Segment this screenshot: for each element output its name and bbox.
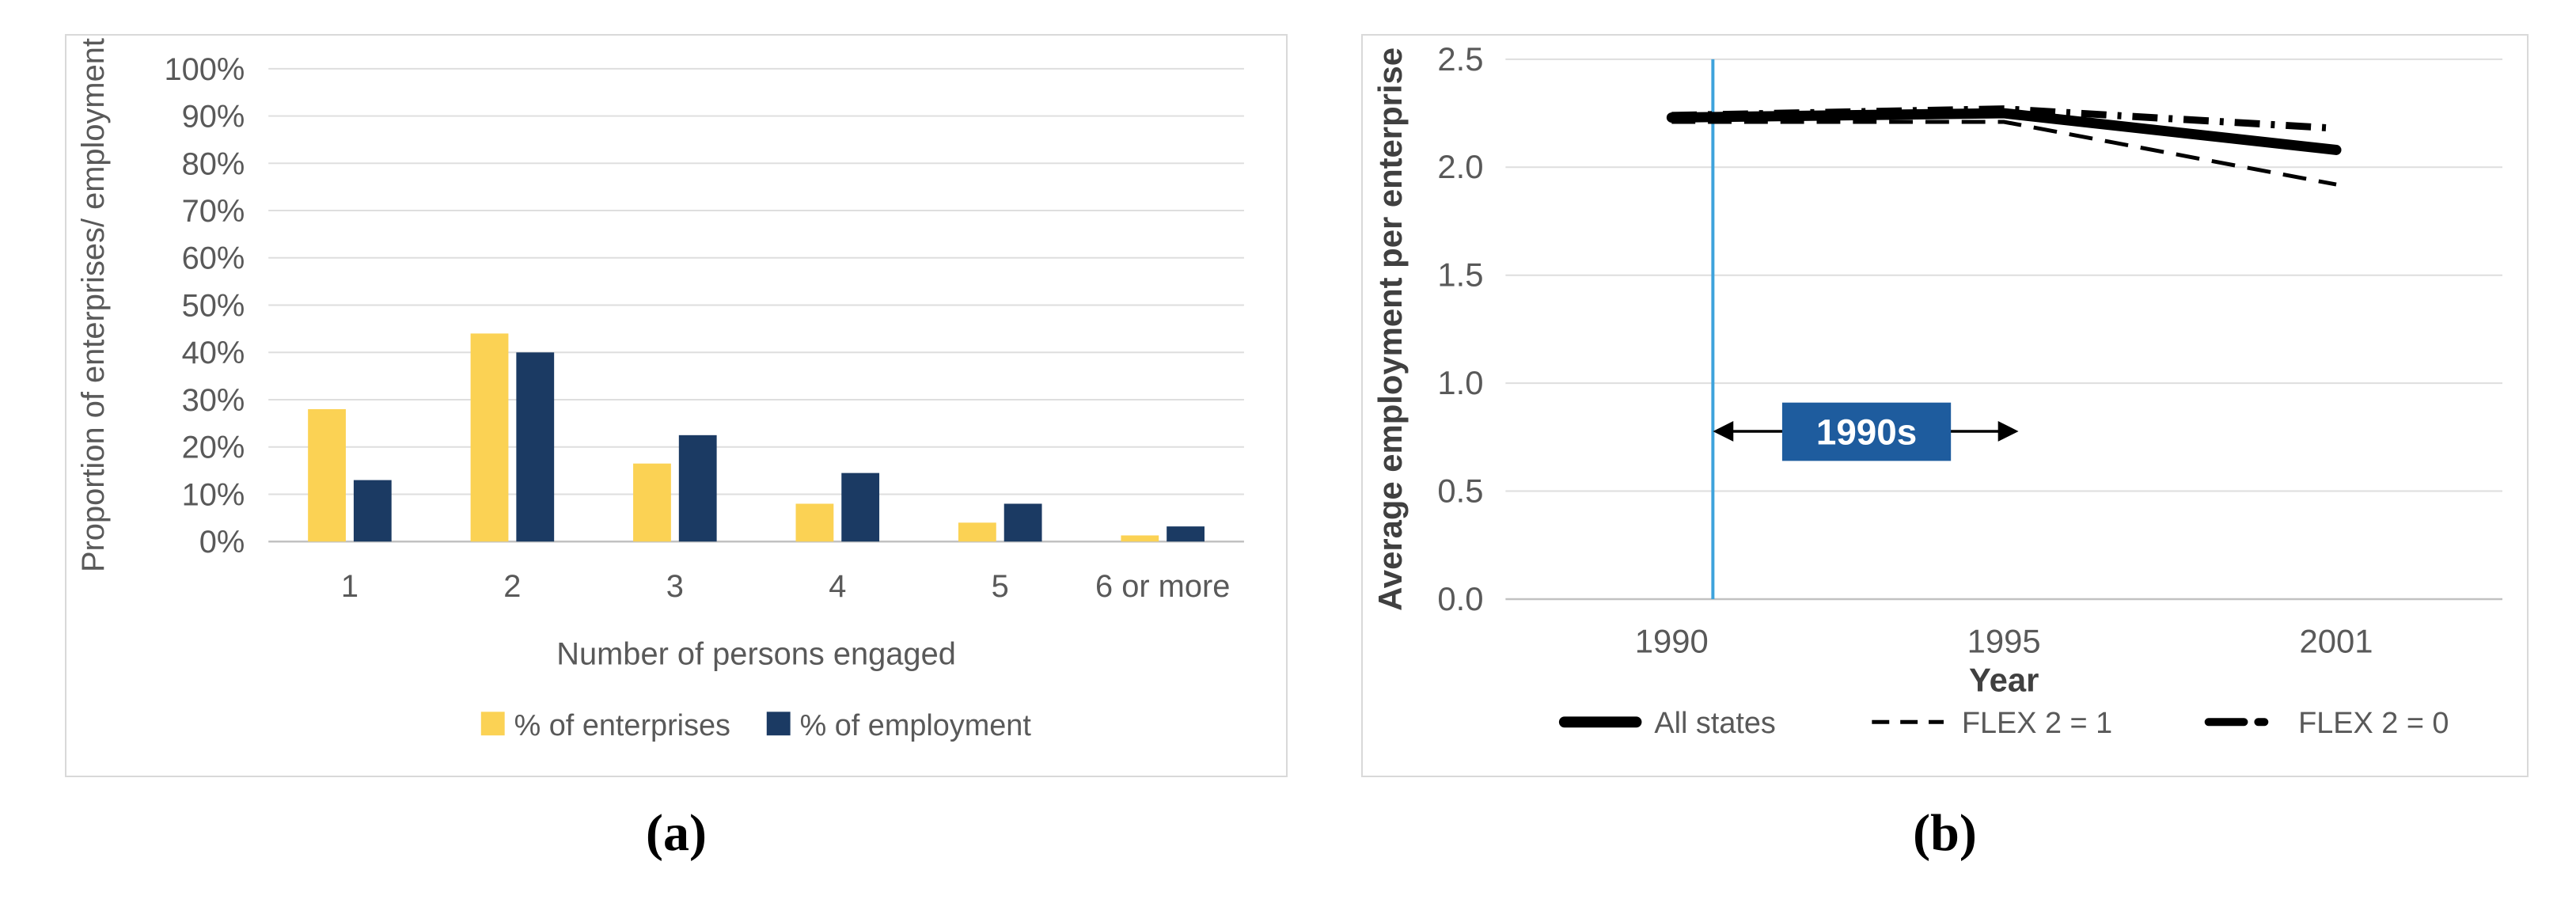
y-tick-label: 0% [199,525,245,560]
x-tick-label: 1990 [1635,623,1709,660]
bar-enterprises-3 [633,463,671,542]
legend-item: FLEX 2 = 0 [2204,707,2449,740]
caption-a: (a) [646,804,707,862]
x-axis-title: Number of persons engaged [556,637,956,672]
legend-label: % of enterprises [514,709,730,742]
legend-label: All states [1654,707,1775,740]
y-tick-label: 70% [182,194,245,229]
y-tick-label: 60% [182,241,245,276]
line-series-flex-2---0 [1671,105,2337,132]
y-tick-label: 1.5 [1437,256,1483,294]
arrow-head-left-icon [1713,421,1734,442]
y-tick-label: 2.0 [1437,148,1483,185]
annotation-box [1781,402,1952,461]
y-tick-label: 50% [182,288,245,323]
legend-item: FLEX 2 = 1 [1872,707,2112,740]
legend-item: % of enterprises [480,709,730,742]
legend-label: FLEX 2 = 1 [1962,707,2112,740]
arrow-head-right-icon [1997,421,2019,442]
legend-label: % of employment [800,709,1032,742]
caption-b: (b) [1913,804,1977,862]
y-tick-label: 80% [182,146,245,181]
bar-employment-5 [1003,503,1042,542]
panel-bar-chart: 0% 10% 20% 30% 40% 50% 60% 70% 80% 90% 100% Proport… [65,34,1288,777]
y-tick-label: 10% [182,477,245,512]
x-tick-label: 2001 [2300,623,2373,660]
y-tick-label: 2.5 [1437,40,1483,78]
y-tick-label: 1.0 [1437,364,1483,401]
y-tick-label: 0.0 [1437,580,1483,617]
bar-employment-1 [353,480,392,542]
x-axis-title: Year [1969,661,2039,698]
bar-chart-svg: 0% 10% 20% 30% 40% 50% 60% 70% 80% 90% 100% Proport… [76,38,1244,742]
legend-item: % of employment [766,709,1032,742]
x-tick-label: 4 [829,569,846,604]
y-axis-title: Average employment per enterprise [1371,47,1409,611]
y-tick-label: 30% [182,383,245,418]
y-tick-label: 90% [182,100,245,135]
x-tick-label: 6 or more [1095,569,1230,604]
x-tick-label: 1995 [1967,623,2041,660]
line-series-all-states [1666,108,2342,155]
bar-enterprises-5 [958,522,996,542]
bar-enterprises-2 [470,333,509,542]
legend-item: All states [1558,707,1776,740]
y-tick-label: 100% [165,52,245,87]
line-chart-svg: 0.0 0.5 1.0 1.5 2.0 2.5 Average employment per… [1371,40,2502,740]
line-series-flex-2---1 [1671,120,2337,187]
y-tick-label: 20% [182,431,245,465]
bar-employment-6 or more [1167,526,1205,542]
x-tick-label: 2 [503,569,521,604]
bar-employment-3 [678,435,717,542]
y-tick-label: 0.5 [1437,472,1483,509]
x-tick-label: 1 [341,569,359,604]
bar-enterprises-1 [308,408,346,542]
annotation-label: 1990s [1816,412,1917,452]
y-axis-title: Proportion of enterprises/ employment [76,38,111,572]
bar-enterprises-6 or more [1121,535,1159,542]
legend-label: FLEX 2 = 0 [2298,707,2449,740]
x-tick-label: 3 [666,569,684,604]
bar-enterprises-4 [795,503,834,542]
legend-swatch-icon [480,712,505,736]
panel-line-chart: 0.0 0.5 1.0 1.5 2.0 2.5 Average employment per… [1361,34,2529,777]
x-tick-label: 5 [992,569,1009,604]
bar-employment-2 [516,352,555,542]
bar-employment-4 [841,472,880,542]
legend-swatch-icon [766,712,791,736]
y-tick-label: 40% [182,336,245,370]
